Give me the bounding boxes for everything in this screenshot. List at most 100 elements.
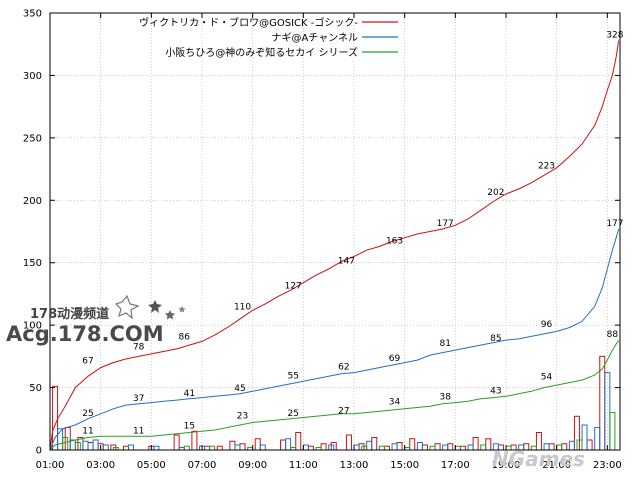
y-tick-label: 200 bbox=[23, 196, 42, 207]
x-tick-label: 05:00 bbox=[137, 460, 166, 471]
bar bbox=[102, 444, 109, 451]
data-label: 163 bbox=[386, 236, 403, 246]
data-label: 177 bbox=[606, 219, 623, 229]
x-tick-label: 15:00 bbox=[390, 460, 419, 471]
bar bbox=[285, 438, 292, 451]
watermark-line2: Acg.178.COM bbox=[6, 322, 164, 346]
bar bbox=[234, 444, 241, 451]
bar bbox=[429, 445, 436, 451]
bar bbox=[153, 445, 160, 451]
data-label: 15 bbox=[184, 421, 195, 431]
data-label: 34 bbox=[389, 398, 401, 408]
bar bbox=[391, 443, 398, 451]
data-label: 62 bbox=[338, 363, 349, 373]
data-label: 96 bbox=[541, 320, 553, 330]
data-label: 110 bbox=[234, 303, 251, 313]
site-watermark: 178动漫频道 Acg.178.COM bbox=[6, 294, 186, 346]
x-tick-label: 23:00 bbox=[593, 460, 622, 471]
bar bbox=[320, 443, 327, 451]
axes: 0 50 100 150 200 250 300 350 01:00 03:00 05:00 07:0… bbox=[23, 9, 622, 472]
data-label: 38 bbox=[439, 393, 451, 403]
bar bbox=[191, 430, 198, 451]
data-label: 54 bbox=[541, 373, 553, 383]
x-tick-label: 07:00 bbox=[188, 460, 217, 471]
bar bbox=[216, 445, 223, 451]
bar bbox=[92, 439, 99, 451]
y-tick-label: 0 bbox=[36, 446, 42, 457]
bar bbox=[87, 442, 94, 451]
bar bbox=[485, 438, 492, 451]
bar bbox=[609, 412, 616, 451]
y-tick-label: 300 bbox=[23, 71, 42, 82]
data-label: 69 bbox=[389, 354, 401, 364]
data-label: 43 bbox=[490, 386, 501, 396]
bar bbox=[353, 444, 360, 451]
x-tick-label: 19:00 bbox=[492, 460, 521, 471]
bar bbox=[454, 445, 461, 451]
bar bbox=[302, 444, 309, 451]
bar bbox=[409, 438, 416, 451]
bar bbox=[378, 445, 385, 451]
bar bbox=[128, 444, 135, 451]
bar bbox=[416, 442, 423, 451]
bar bbox=[52, 385, 59, 451]
series-line bbox=[49, 339, 620, 451]
data-label: 177 bbox=[437, 219, 454, 229]
y-tick-label: 350 bbox=[23, 9, 42, 20]
y-tick-label: 100 bbox=[23, 321, 42, 332]
y-tick-label: 150 bbox=[23, 258, 42, 269]
bar bbox=[229, 440, 236, 451]
plot-frame bbox=[49, 12, 621, 451]
series-line bbox=[49, 40, 620, 451]
bar bbox=[604, 372, 611, 451]
star-logo-icon bbox=[114, 294, 186, 320]
data-label: 37 bbox=[133, 394, 144, 404]
data-label: 23 bbox=[237, 411, 248, 421]
bar bbox=[259, 444, 266, 451]
bar bbox=[383, 445, 390, 451]
data-label: 86 bbox=[179, 333, 191, 343]
bar bbox=[467, 444, 474, 451]
watermark-line1: 178动漫频道 bbox=[30, 306, 109, 322]
bar bbox=[239, 443, 246, 451]
bar bbox=[480, 444, 487, 451]
data-label: 127 bbox=[285, 281, 302, 291]
bar bbox=[204, 445, 211, 451]
x-tick-label: 21:00 bbox=[542, 460, 571, 471]
data-label: 55 bbox=[287, 371, 298, 381]
data-label: 85 bbox=[490, 334, 501, 344]
data-label: 78 bbox=[133, 343, 145, 353]
corner-watermark: NGames bbox=[492, 447, 585, 471]
legend-label: 小阪ちひろ@神のみぞ知るセカイ シリーズ bbox=[165, 46, 358, 59]
legend: ヴィクトリカ・ド・ブロワ@GOSICK -ゴシック- ナギ@Aチャンネル小阪ちひろ… bbox=[139, 16, 398, 59]
y-tick-label: 250 bbox=[23, 133, 42, 144]
bar bbox=[345, 434, 352, 451]
data-label: 11 bbox=[82, 426, 93, 436]
legend-label: ヴィクトリカ・ド・ブロワ@GOSICK -ゴシック- bbox=[139, 16, 358, 29]
x-tick-label: 01:00 bbox=[36, 460, 65, 471]
bar bbox=[396, 442, 403, 451]
data-label: 45 bbox=[234, 384, 245, 394]
data-label: 81 bbox=[439, 339, 450, 349]
data-label: 27 bbox=[338, 406, 349, 416]
data-label: 25 bbox=[82, 409, 93, 419]
y-tick-label: 50 bbox=[29, 383, 42, 394]
data-label: 41 bbox=[184, 389, 195, 399]
bar bbox=[434, 443, 441, 451]
bar bbox=[586, 439, 593, 451]
bar bbox=[366, 440, 373, 451]
bar bbox=[442, 444, 449, 451]
grid bbox=[50, 13, 620, 450]
bar bbox=[295, 432, 302, 451]
data-label: 67 bbox=[82, 356, 93, 366]
x-tick-label: 09:00 bbox=[238, 460, 267, 471]
bar bbox=[594, 427, 601, 451]
data-label: 202 bbox=[487, 188, 504, 198]
x-tick-label: 17:00 bbox=[441, 460, 470, 471]
bar bbox=[447, 443, 454, 451]
data-label: 88 bbox=[607, 330, 619, 340]
bar bbox=[254, 438, 261, 451]
bar bbox=[307, 445, 314, 451]
series-line bbox=[49, 228, 620, 451]
